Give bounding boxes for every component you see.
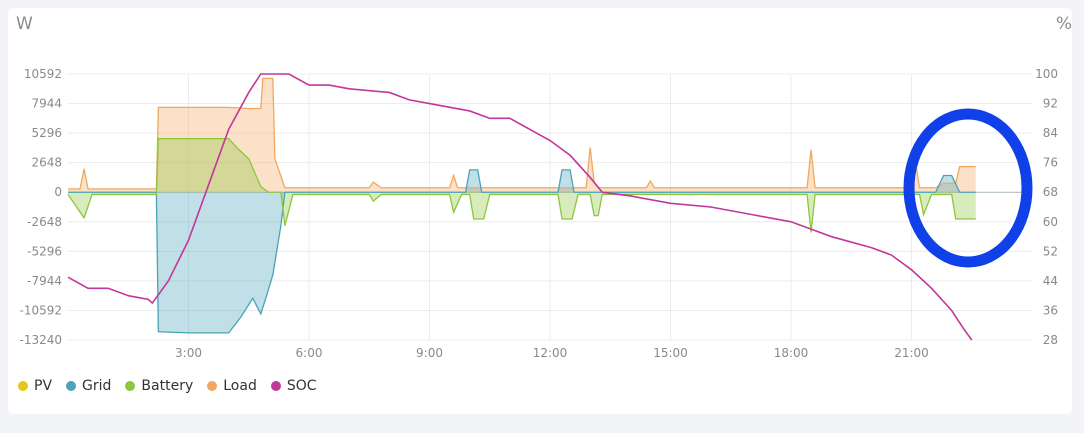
line-grid — [68, 169, 976, 334]
axis-ticks: 10592 7944 5296 2648 0 -2648 -5296 -7944 -10592 -… — [19, 67, 1058, 360]
series-areas — [68, 78, 976, 333]
y-tick-label: -7944 — [27, 274, 62, 288]
x-tick-label: 12:00 — [533, 346, 568, 360]
line-soc — [67, 73, 973, 341]
y-tick-label: 5296 — [31, 126, 62, 140]
x-tick-label: 9:00 — [416, 346, 443, 360]
chart-card — [8, 8, 1072, 414]
x-tick-label: 18:00 — [774, 346, 809, 360]
area-battery — [68, 138, 976, 233]
legend: PV Grid Battery Load SOC — [18, 378, 317, 394]
y-tick-label: 2648 — [31, 156, 62, 170]
legend-dot — [125, 381, 136, 391]
y-tick-label: 10592 — [24, 67, 62, 81]
legend-dot — [270, 381, 281, 391]
legend-item-grid[interactable]: Grid — [66, 378, 111, 394]
x-tick-label: 3:00 — [175, 346, 202, 360]
left-axis-unit: W — [16, 14, 33, 34]
legend-item-battery[interactable]: Battery — [125, 378, 193, 394]
y2-tick-label: 76 — [1043, 156, 1058, 170]
y2-tick-label: 68 — [1043, 185, 1058, 199]
legend-label: Grid — [82, 378, 112, 394]
y2-tick-label: 44 — [1043, 274, 1058, 288]
legend-label: PV — [34, 378, 53, 394]
y2-tick-label: 92 — [1043, 97, 1058, 111]
y-tick-label: -5296 — [27, 244, 62, 258]
y-tick-label: -2648 — [27, 215, 62, 229]
legend-label: SOC — [286, 378, 317, 394]
y2-tick-label: 36 — [1043, 303, 1058, 317]
x-tick-label: 21:00 — [894, 346, 929, 360]
area-load — [68, 78, 976, 193]
hand-drawn-circle-annotation — [903, 108, 1033, 268]
y2-tick-label: 84 — [1043, 126, 1058, 140]
line-battery — [67, 137, 976, 233]
legend-label: Load — [223, 378, 257, 394]
x-tick-label: 6:00 — [296, 346, 323, 360]
y-tick-label: 0 — [54, 185, 62, 199]
legend-dot — [18, 381, 28, 391]
y-tick-label: -10592 — [19, 303, 62, 317]
x-tick-label: 15:00 — [653, 346, 688, 360]
annotation-layer — [903, 108, 1033, 268]
y2-tick-label: 28 — [1043, 333, 1058, 347]
legend-item-pv[interactable]: PV — [18, 378, 52, 394]
y2-tick-label: 100 — [1035, 67, 1058, 81]
legend-item-soc[interactable]: SOC — [270, 378, 317, 394]
y-tick-label: -13240 — [19, 333, 62, 347]
legend-dot — [207, 381, 218, 391]
legend-dot — [66, 381, 77, 391]
legend-item-load[interactable]: Load — [207, 378, 257, 394]
y-tick-label: 7944 — [31, 97, 62, 111]
legend-label: Battery — [141, 378, 194, 394]
y2-tick-label: 52 — [1043, 244, 1058, 258]
right-axis-unit: % — [1055, 14, 1072, 34]
y2-tick-label: 60 — [1043, 215, 1058, 229]
